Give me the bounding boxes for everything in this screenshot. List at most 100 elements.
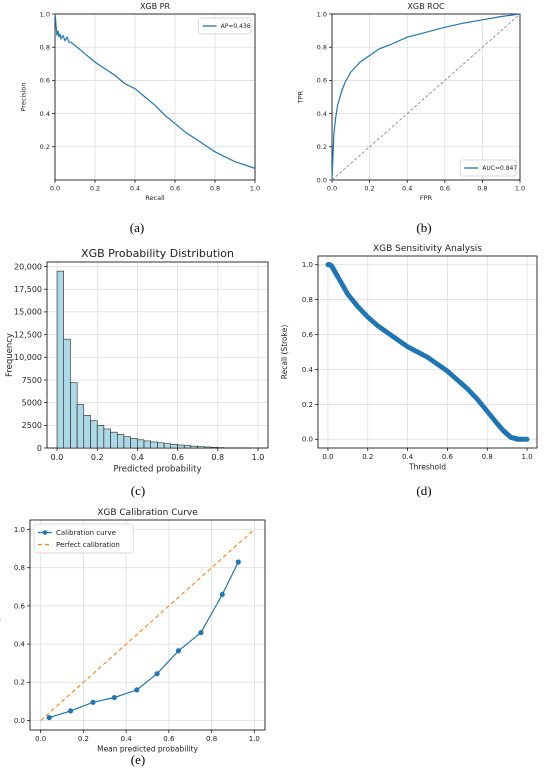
histogram-bar	[183, 445, 192, 449]
x-tick-label: 0.2	[90, 185, 100, 193]
y-tick-label: 7500	[22, 376, 42, 385]
histogram-bar	[56, 270, 64, 449]
y-tick-label: 2500	[22, 421, 42, 430]
histogram-bar	[170, 444, 178, 449]
y-axis-label: Fraction of positives	[0, 587, 1, 662]
y-tick-label: 0.0	[302, 436, 313, 444]
y-tick-label: 1.0	[317, 10, 327, 18]
chart-title: XGB Calibration Curve	[97, 508, 198, 518]
chart-title: XGB Sensitivity Analysis	[373, 244, 482, 254]
x-tick-label: 1.0	[252, 453, 265, 462]
x-tick-label: 0.4	[402, 453, 414, 461]
histogram-bar	[143, 440, 151, 449]
chart-title: XGB Probability Distribution	[81, 247, 234, 260]
y-tick-label: 0.0	[14, 717, 25, 725]
perfect-calibration-line	[40, 529, 255, 721]
calibration-curve-chart: 0.0 0.2 0.4 0.6 0.8 1.0 0.0 0.2 0.4 0.6 0.8 1.0 XGB …	[0, 508, 266, 754]
x-axis-label: Threshold	[408, 463, 446, 472]
x-tick-label: 0.6	[440, 185, 450, 193]
calibration-point	[235, 559, 241, 565]
x-tick-label: 0.2	[91, 453, 104, 462]
x-tick-label: 0.4	[121, 735, 133, 743]
y-tick-label: 0.2	[14, 679, 25, 687]
histogram-bar	[110, 431, 118, 449]
x-tick-label: 0.4	[131, 453, 144, 462]
y-tick-label: 5000	[22, 398, 42, 407]
chart-title: XGB PR	[140, 2, 171, 11]
caption-e: (e)	[130, 752, 146, 767]
x-tick-label: 0.6	[170, 185, 180, 193]
probability-distribution-chart: 0.0 0.2 0.4 0.6 0.8 1.0 0 2500 5000 7500 10,000 12,…	[5, 247, 269, 475]
x-tick-label: 0.6	[171, 453, 184, 462]
histogram-bar	[210, 447, 218, 449]
calibration-point	[90, 699, 96, 705]
y-axis-label: Precision	[20, 82, 28, 111]
histogram-bar	[203, 446, 212, 449]
y-tick-label: 10,000	[14, 353, 42, 362]
legend-label: Perfect calibration	[56, 541, 120, 549]
y-tick-label: 0.4	[14, 641, 26, 649]
x-tick-label: 0.8	[482, 453, 493, 461]
legend-label: Calibration curve	[56, 529, 116, 537]
y-tick-label: 0.4	[317, 110, 327, 118]
histogram-bar	[83, 415, 91, 449]
y-axis-label: Recall (Stroke)	[280, 325, 289, 380]
plot-frame	[317, 255, 538, 449]
y-tick-label: 0	[37, 444, 42, 453]
y-tick-label: 0.0	[317, 176, 327, 184]
y-tick-label: 17,500	[14, 285, 42, 294]
x-tick-label: 0.0	[50, 185, 60, 193]
histogram-bar	[150, 441, 158, 449]
plot-frame	[29, 519, 266, 731]
y-tick-label: 0.6	[302, 331, 314, 339]
legend-box	[33, 523, 134, 554]
caption-d: (d)	[416, 483, 432, 498]
x-tick-label: 0.8	[210, 185, 220, 193]
histogram-bar	[157, 442, 165, 449]
calibration-curve-line	[49, 561, 239, 719]
chart-title: XGB ROC	[407, 2, 445, 11]
x-tick-label: 0.8	[211, 453, 224, 462]
y-axis-label: Frequency	[5, 333, 15, 377]
y-axis-label: TPR	[297, 90, 305, 104]
y-tick-label: 0.2	[317, 143, 327, 151]
x-tick-label: 0.6	[163, 735, 175, 743]
x-axis-label: Mean predicted probability	[97, 745, 198, 754]
y-tick-label: 0.8	[14, 564, 25, 572]
histogram-bar	[177, 444, 185, 449]
plot-frame	[54, 13, 256, 181]
y-tick-label: 0.4	[40, 110, 50, 118]
x-tick-label: 0.6	[442, 453, 454, 461]
plot-frame	[331, 13, 521, 181]
histogram-bar	[90, 420, 98, 449]
y-tick-label: 0.8	[302, 296, 313, 304]
histogram-bar	[96, 425, 105, 449]
chart-panel-b: 0.0 0.2 0.4 0.6 0.8 1.0 0.0 0.2 0.4 0.6 0.8 1.0 XGB …	[275, 0, 550, 215]
x-tick-label: 0.8	[206, 735, 217, 743]
x-tick-label: 0.0	[322, 453, 333, 461]
y-tick-label: 0.6	[317, 77, 327, 85]
pr-curve-chart: 0.0 0.2 0.4 0.6 0.8 1.0 0.2 0.4 0.6 0.8 1.0 XGB PR R…	[20, 2, 261, 202]
legend-label: AUC=0.847	[482, 165, 517, 172]
x-tick-label: 0.2	[364, 185, 374, 193]
y-tick-label: 0.8	[317, 43, 327, 51]
x-tick-label: 0.4	[130, 185, 140, 193]
y-tick-label: 1.0	[302, 261, 313, 269]
y-tick-label: 0.6	[40, 77, 50, 85]
calibration-point	[175, 648, 182, 654]
legend-marker	[42, 530, 48, 535]
calibration-point	[46, 714, 52, 721]
calibration-point	[219, 591, 225, 598]
legend-label: AP=0.436	[221, 23, 251, 30]
x-tick-label: 1.0	[515, 185, 525, 193]
y-tick-label: 20,000	[14, 262, 42, 271]
pr-curve-line	[54, 13, 256, 169]
histogram-bar	[197, 446, 205, 449]
calibration-point	[154, 671, 160, 677]
histogram-bar	[70, 382, 78, 449]
y-tick-label: 12,500	[14, 330, 42, 339]
histogram-bar	[190, 445, 198, 449]
y-tick-label: 1.0	[40, 10, 50, 18]
x-tick-label: 0.2	[362, 453, 373, 461]
histogram-bar	[163, 443, 172, 449]
